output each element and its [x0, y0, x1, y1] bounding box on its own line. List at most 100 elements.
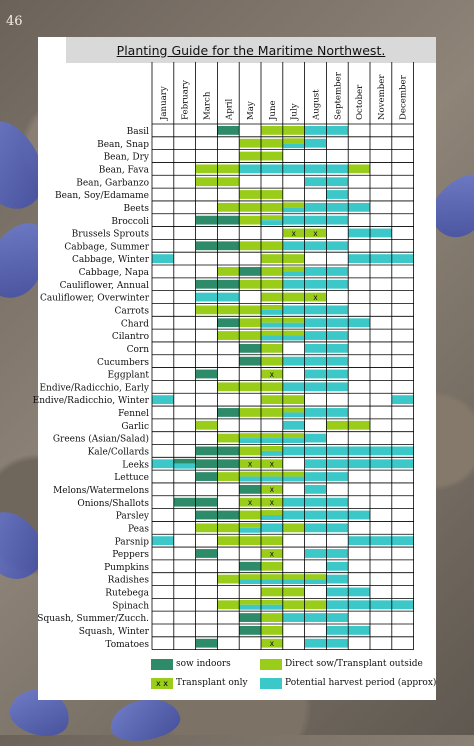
- harvest-bar: [304, 484, 327, 494]
- month-header: October: [355, 84, 365, 120]
- crop-row-label: Parsley: [116, 512, 150, 522]
- harvest-bar: [370, 446, 392, 456]
- harvest-bar: [391, 600, 414, 610]
- harvest-bar: [239, 164, 261, 174]
- crop-row-label: Bean, Fava: [99, 165, 150, 175]
- activity-bar: [239, 599, 261, 605]
- page-title: Planting Guide for the Maritime Northwes…: [66, 37, 436, 63]
- harvest-bar: [261, 476, 283, 482]
- crop-row-label: Melons/Watermelons: [53, 486, 149, 496]
- activity-bar: [195, 164, 218, 174]
- harvest-bar: [282, 497, 305, 507]
- crop-row-label: Squash, Summer/Zucch.: [37, 614, 149, 624]
- crop-row-label: Fennel: [118, 409, 149, 419]
- activity-bar: [239, 279, 261, 289]
- activity-bar: [304, 292, 327, 302]
- harvest-bar: [261, 515, 283, 520]
- activity-bar: [239, 202, 261, 212]
- harvest-bar: [304, 459, 327, 469]
- activity-bar: [261, 151, 283, 161]
- activity-bar: [217, 164, 240, 174]
- month-header: January: [159, 86, 169, 121]
- crop-row-label: Cabbage, Napa: [79, 268, 150, 278]
- activity-bar: [239, 241, 261, 251]
- legend-swatch-direct-sow: [260, 659, 282, 670]
- activity-bar: [348, 420, 370, 430]
- activity-bar: [282, 574, 305, 580]
- activity-bar: [282, 228, 305, 238]
- activity-bar: [239, 613, 261, 622]
- legend-label-harvest: Potential harvest period (approx): [285, 678, 437, 688]
- harvest-bar: [326, 625, 349, 635]
- activity-bar: [282, 317, 305, 323]
- activity-bar: [217, 408, 240, 417]
- harvest-bar: [326, 267, 349, 276]
- harvest-bar: [326, 574, 349, 584]
- harvest-bar: [326, 177, 349, 187]
- harvest-bar: [261, 523, 283, 533]
- activity-bar: [261, 497, 283, 507]
- activity-bar: [217, 472, 240, 481]
- harvest-bar: [326, 459, 349, 469]
- harvest-bar: [261, 335, 283, 341]
- activity-bar: [261, 215, 283, 221]
- harvest-bar: [304, 331, 327, 340]
- activity-bar: [261, 536, 283, 546]
- activity-bar: [195, 241, 218, 251]
- crop-row-label: Bean, Soy/Edamame: [55, 191, 149, 201]
- crop-row-label: Spinach: [112, 601, 149, 611]
- activity-bar: [217, 382, 240, 392]
- crop-row-label: Chard: [121, 319, 149, 329]
- harvest-bar: [304, 433, 327, 443]
- activity-bar: [217, 510, 240, 520]
- month-header: August: [312, 89, 322, 121]
- activity-bar: [239, 151, 261, 161]
- crop-row-label: Cucumbers: [97, 358, 149, 368]
- activity-bar: [304, 574, 327, 580]
- harvest-bar: [304, 177, 327, 187]
- activity-bar: [304, 600, 327, 610]
- activity-bar: [261, 356, 283, 366]
- activity-bar: [282, 126, 305, 135]
- crop-row-label: Carrots: [114, 307, 149, 317]
- activity-bar: [261, 574, 283, 580]
- crop-row-label: Cilantro: [112, 332, 149, 342]
- harvest-bar: [282, 382, 305, 392]
- crop-row-label: Squash, Winter: [79, 627, 150, 637]
- activity-bar: [261, 471, 283, 477]
- crop-row-label: Eggplant: [107, 371, 149, 381]
- harvest-bar: [304, 638, 327, 648]
- activity-bar: [239, 446, 261, 456]
- harvest-bar: [282, 446, 305, 456]
- harvest-bar: [304, 408, 327, 417]
- crop-row-label: Lettuce: [114, 473, 149, 483]
- month-header: June: [268, 100, 278, 121]
- activity-bar: [261, 190, 283, 199]
- month-header: April: [224, 98, 234, 121]
- harvest-bar: [326, 126, 349, 135]
- harvest-bar: [282, 613, 305, 622]
- activity-bar: [195, 446, 218, 456]
- month-header: July: [290, 103, 300, 121]
- activity-bar: [239, 305, 261, 315]
- activity-bar: [239, 382, 261, 392]
- harvest-bar: [282, 579, 305, 585]
- crop-row-label: Cabbage, Winter: [72, 255, 150, 265]
- harvest-bar: [304, 579, 327, 585]
- activity-bar: [217, 433, 240, 443]
- activity-bar: [261, 459, 283, 469]
- harvest-bar: [370, 459, 392, 469]
- activity-bar: [282, 433, 305, 439]
- harvest-bar: [282, 207, 305, 213]
- crop-row-label: Cauliflower, Annual: [60, 281, 150, 291]
- activity-bar: [239, 522, 261, 528]
- activity-bar: [239, 510, 261, 520]
- activity-bar: [282, 292, 305, 302]
- harvest-bar: [239, 604, 261, 610]
- activity-bar: [261, 241, 283, 251]
- harvest-bar: [391, 446, 414, 456]
- harvest-bar: [326, 549, 349, 558]
- harvest-bar: [348, 228, 370, 238]
- activity-bar: [261, 317, 283, 323]
- legend-label-sow-indoors: sow indoors: [176, 659, 231, 669]
